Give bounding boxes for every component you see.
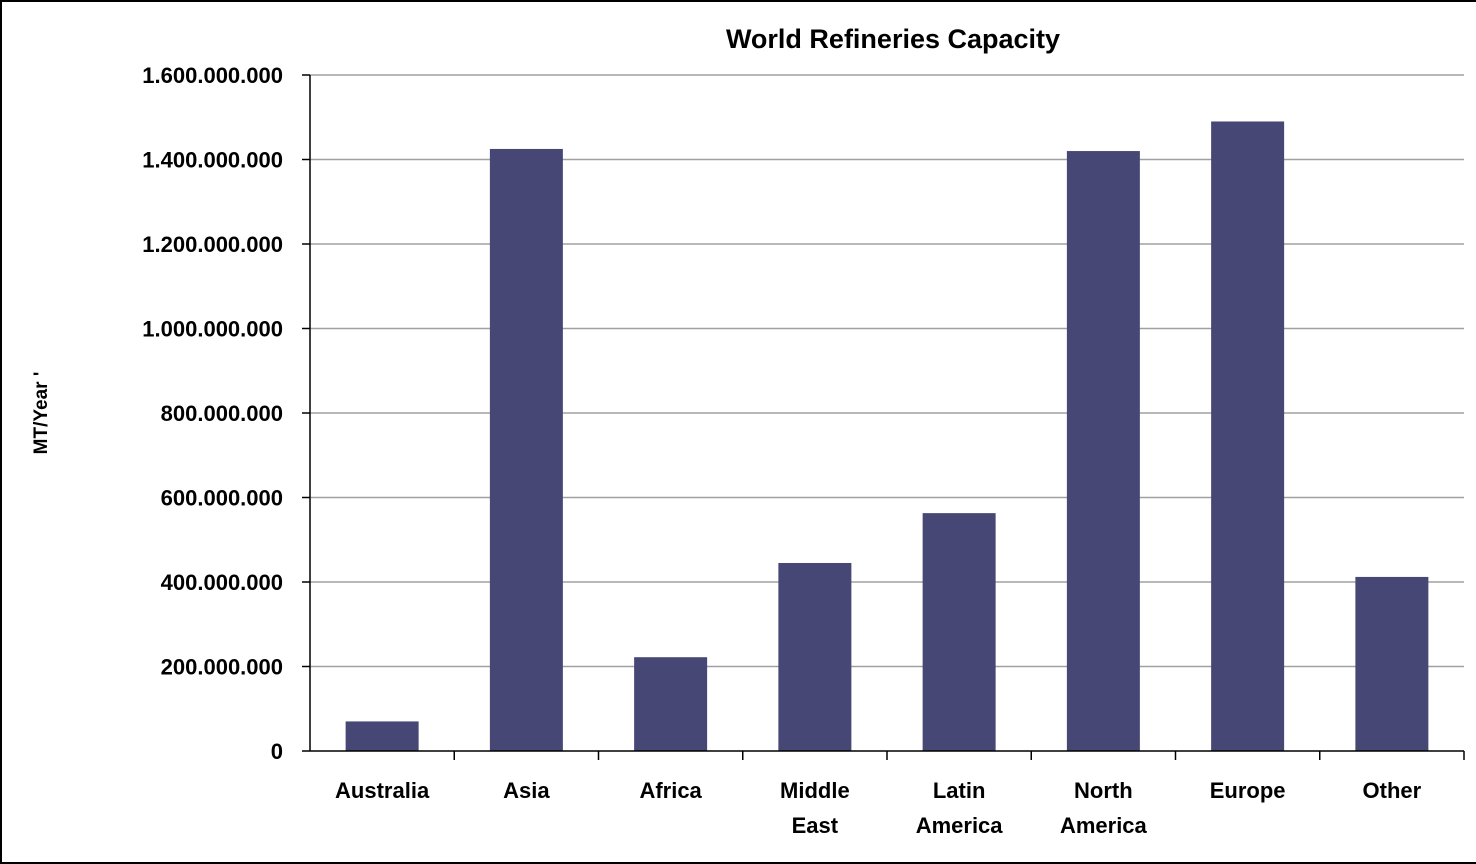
y-tick-labels: 0 200.000.000 400.000.000 600.000.000 800.00…: [142, 63, 283, 764]
chart-title: World Refineries Capacity: [726, 24, 1060, 54]
x-tick-label: Asia: [503, 778, 550, 803]
bar: [778, 562, 852, 751]
y-tick-label: 400.000.000: [161, 570, 283, 595]
bar: [1211, 121, 1285, 752]
y-tick-label: 600.000.000: [161, 486, 283, 511]
y-tick-label: 0: [271, 739, 283, 764]
y-tick-label: 800.000.000: [161, 401, 283, 426]
x-tick-label: Australia: [335, 778, 430, 803]
y-tick-label: 1.200.000.000: [142, 232, 283, 257]
bar: [634, 657, 708, 751]
x-tick-labels: Australia Asia Africa Middle East Latin Americ…: [335, 778, 1422, 838]
y-tick-label: 1.600.000.000: [142, 63, 283, 88]
x-tick-label: Other: [1363, 778, 1422, 803]
x-tick-label: Europe: [1210, 778, 1286, 803]
bar: [1355, 576, 1429, 751]
bar: [1066, 151, 1140, 752]
y-axis-label: MT/Year ': [31, 372, 52, 455]
gridlines: [310, 74, 1464, 668]
bar: [922, 513, 996, 751]
y-tick-label: 1.400.000.000: [142, 148, 283, 173]
bar: [345, 721, 419, 751]
x-tick-label: Latin America: [916, 778, 1004, 838]
x-tick-label: North America: [1060, 778, 1148, 838]
x-tick-label: Middle East: [780, 778, 850, 838]
y-tick-label: 1.000.000.000: [142, 317, 283, 342]
x-tick-label: Africa: [639, 778, 702, 803]
axes: [302, 74, 1465, 760]
bars: [345, 121, 1429, 752]
y-tick-label: 200.000.000: [161, 655, 283, 680]
bar: [489, 148, 563, 751]
